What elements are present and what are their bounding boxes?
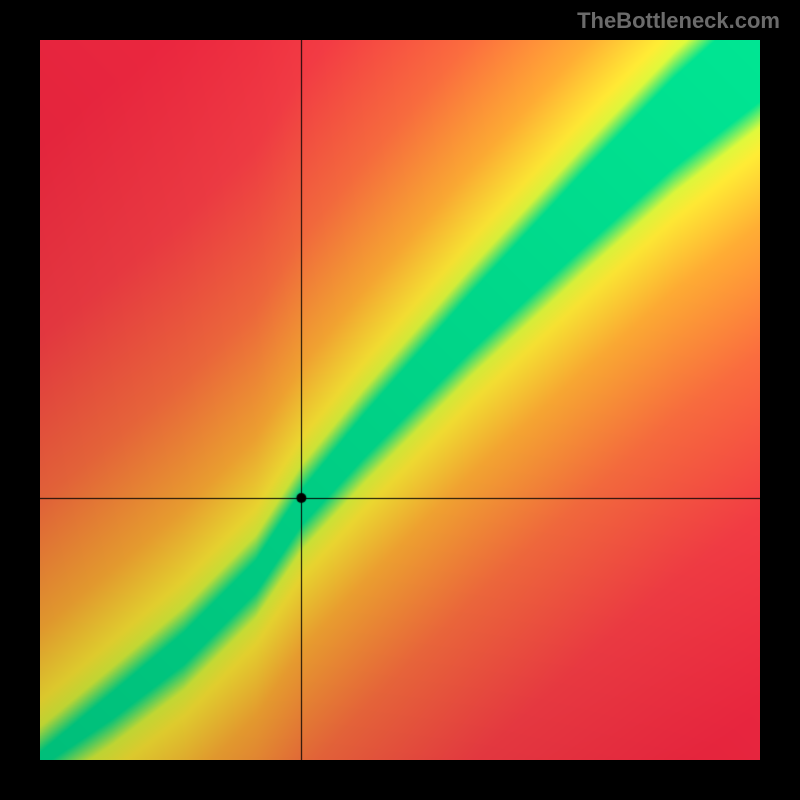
chart-frame: TheBottleneck.com	[0, 0, 800, 800]
watermark-text: TheBottleneck.com	[577, 8, 780, 34]
plot-area	[40, 40, 760, 760]
heatmap-canvas	[40, 40, 760, 760]
